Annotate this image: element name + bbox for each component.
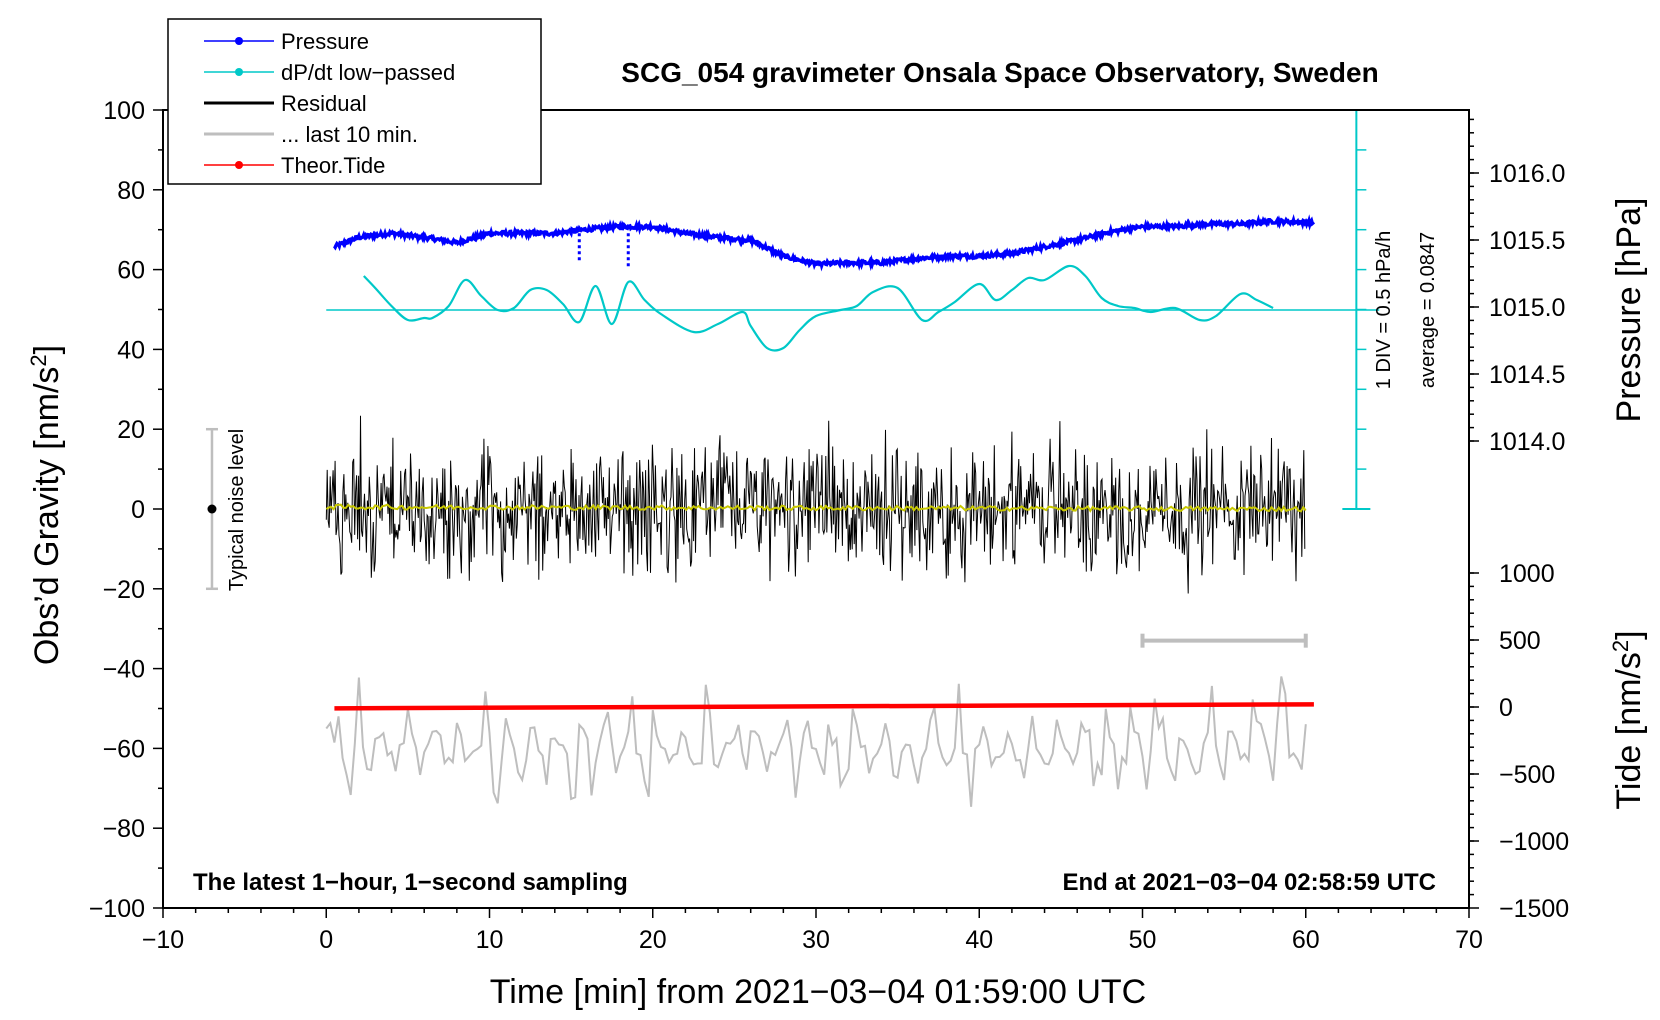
legend-marker [235,68,243,76]
legend-label: Residual [281,91,367,116]
tide-tick-label: 500 [1499,627,1541,655]
div-scale-label: 1 DIV = 0.5 hPa/h [1373,231,1395,389]
y-tick-label: −20 [103,576,145,604]
legend-label: ... last 10 min. [281,122,418,147]
x-tick-label: −10 [142,926,184,954]
legend-label: Pressure [281,29,369,54]
series-residual-line [325,415,1306,594]
tide-tick-label: 0 [1499,694,1513,722]
legend: Pressure dP/dt low−passed Residual ... last… [167,18,542,185]
legend-label: dP/dt low−passed [281,60,455,85]
y-tick-label: 0 [131,496,145,524]
y-axis-title-pressure: Pressure [hPa] [1610,198,1648,423]
x-tick-label: 70 [1455,926,1483,954]
y-tick-label: 20 [117,416,145,444]
legend-marker [235,161,243,169]
y-tick-label: 40 [117,336,145,364]
x-tick-label: 60 [1292,926,1320,954]
pressure-tick-label: 1015.5 [1489,227,1565,255]
y-tick-label: 100 [103,97,145,125]
pressure-tick-label: 1014.5 [1489,361,1565,389]
series-pressure-line [332,213,1316,272]
x-tick-label: 40 [965,926,993,954]
axes-layer: −10 0 10 20 30 40 50 60 70−100−80−60−40−20020406… [89,97,1570,954]
x-tick-label: 50 [1129,926,1157,954]
noise-level-dot [207,504,217,514]
legend-label: Theor.Tide [281,153,385,178]
y-axis-title-gravity: Obs’d Gravity [nm/s2] [26,345,66,665]
average-label: average = 0.0847 [1417,232,1439,388]
tide-tick-label: −500 [1499,761,1555,789]
y-tick-label: −60 [103,735,145,763]
pressure-tick-label: 1015.0 [1489,294,1565,322]
tide-tick-label: −1500 [1499,895,1569,923]
chart-title: SCG_054 gravimeter Onsala Space Observat… [621,57,1378,88]
y-tick-label: −40 [103,656,145,684]
pressure-tick-label: 1014.0 [1489,428,1565,456]
y-axis-title-tide: Tide [nm/s2] [1608,630,1648,809]
series-dpdt-line [363,264,1274,352]
y-tick-label: −100 [89,895,145,923]
x-tick-label: 20 [639,926,667,954]
y-tick-label: 60 [117,257,145,285]
series-last10-line [325,676,1307,807]
pressure-tick-label: 1016.0 [1489,160,1565,188]
x-axis-title: Time [min] from 2021−03−04 01:59:00 UTC [490,973,1146,1011]
tide-tick-label: 1000 [1499,560,1555,588]
y-tick-label: 80 [117,177,145,205]
y-tick-label: −80 [103,815,145,843]
series-layer [205,109,1380,807]
tide-tick-label: −1000 [1499,828,1569,856]
legend-marker [235,37,243,45]
x-tick-label: 10 [476,926,504,954]
series-residual-smoothed-line [325,503,1307,513]
footer-left-note: The latest 1−hour, 1−second sampling [193,869,628,896]
x-tick-label: 0 [319,926,333,954]
footer-right-note: End at 2021−03−04 02:58:59 UTC [1062,869,1436,896]
series-tide-line [334,702,1314,711]
x-tick-label: 30 [802,926,830,954]
noise-level-label: Typical noise level [226,429,248,591]
